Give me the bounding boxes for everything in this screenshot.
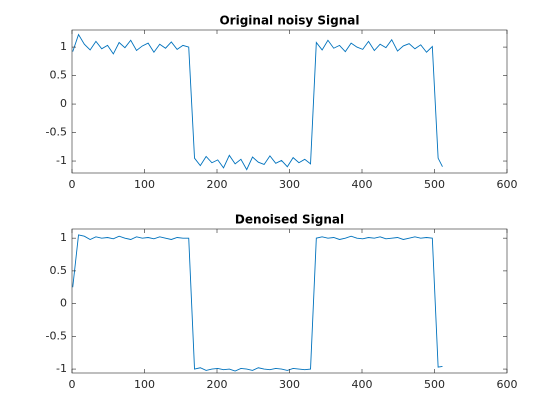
x-tick-label: 0 <box>69 378 76 391</box>
y-tick-label: -1 <box>56 154 67 167</box>
x-tick-label: 400 <box>352 378 373 391</box>
x-tick-label: 600 <box>497 378 518 391</box>
x-tick-label: 600 <box>497 178 518 191</box>
x-tick-label: 300 <box>279 178 300 191</box>
chart-title: Original noisy Signal <box>219 14 359 28</box>
x-tick-label: 300 <box>279 378 300 391</box>
x-tick-label: 0 <box>69 178 76 191</box>
y-tick-label: 1 <box>60 231 67 244</box>
y-tick-label: 0 <box>60 97 67 110</box>
y-tick-label: -0.5 <box>46 126 67 139</box>
y-tick-label: 0.5 <box>50 69 68 82</box>
axes-background <box>72 30 507 173</box>
x-tick-label: 100 <box>134 378 155 391</box>
axes-background <box>72 229 507 373</box>
y-tick-label: -1 <box>56 362 67 375</box>
y-tick-label: -0.5 <box>46 329 67 342</box>
signal-line <box>72 33 443 171</box>
x-tick-label: 100 <box>134 178 155 191</box>
x-tick-label: 200 <box>207 378 228 391</box>
signal-line <box>72 234 443 372</box>
x-tick-label: 500 <box>424 178 445 191</box>
x-tick-label: 500 <box>424 378 445 391</box>
y-tick-label: 0.5 <box>50 264 68 277</box>
y-tick-label: 1 <box>60 40 67 53</box>
x-tick-label: 200 <box>207 178 228 191</box>
chart-title: Denoised Signal <box>235 213 344 227</box>
y-tick-label: 0 <box>60 297 67 310</box>
x-tick-label: 400 <box>352 178 373 191</box>
